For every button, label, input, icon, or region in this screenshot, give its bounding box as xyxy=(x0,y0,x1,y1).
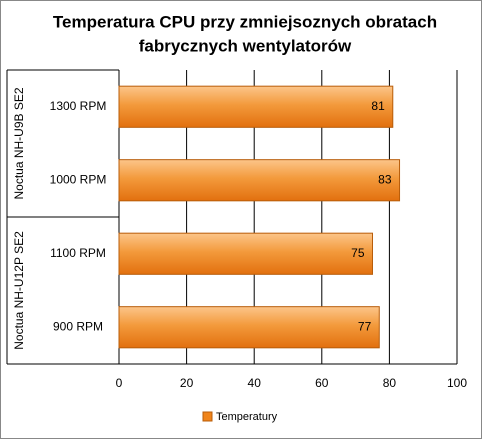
y-tick-label: 900 RPM xyxy=(53,319,103,333)
chart-title: Temperatura CPU przy zmniejsoznych obrat… xyxy=(53,12,437,31)
y-tick-label: 1000 RPM xyxy=(50,172,107,186)
bar xyxy=(118,306,380,349)
x-tick-label: 100 xyxy=(447,376,467,390)
x-tick-label: 60 xyxy=(315,376,329,390)
chart-title: fabrycznych wentylatorów xyxy=(139,36,352,55)
data-label: 83 xyxy=(378,172,392,186)
x-tick-label: 40 xyxy=(248,376,262,390)
legend-label: Temperatury xyxy=(216,411,278,423)
data-label: 77 xyxy=(358,319,372,333)
group-label: Noctua NH-U9B SE2 xyxy=(12,87,26,199)
y-tick-label: 1100 RPM xyxy=(50,246,106,260)
bar xyxy=(118,232,373,275)
y-tick-label: 1300 RPM xyxy=(50,99,107,113)
data-label: 75 xyxy=(351,246,365,260)
legend-swatch xyxy=(202,411,213,422)
x-tick-label: 80 xyxy=(383,376,397,390)
x-tick-label: 20 xyxy=(180,376,194,390)
group-label: Noctua NH-U12P SE2 xyxy=(12,231,26,350)
x-tick-label: 0 xyxy=(116,376,123,390)
data-label: 81 xyxy=(371,99,385,113)
bar xyxy=(118,85,394,128)
bar xyxy=(118,159,401,202)
